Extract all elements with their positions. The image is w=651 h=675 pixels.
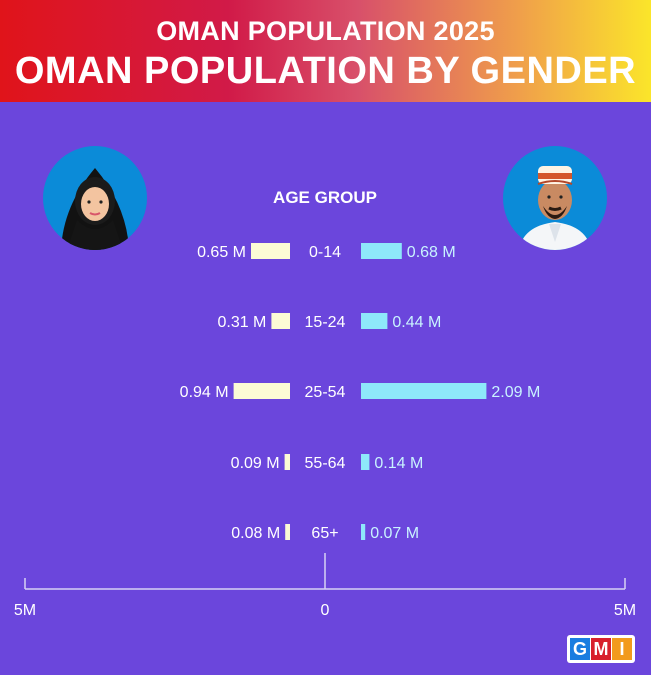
female-value-label: 0.94 M bbox=[180, 384, 229, 401]
age-category-label: 0-14 bbox=[309, 244, 341, 261]
logo-letter-i: I bbox=[612, 638, 632, 660]
page-title: OMAN POPULATION 2025 bbox=[156, 16, 495, 46]
male-bar bbox=[361, 243, 402, 259]
male-value-label: 0.14 M bbox=[374, 455, 423, 472]
female-bar bbox=[251, 243, 290, 259]
male-bar bbox=[361, 454, 370, 470]
male-value-label: 0.68 M bbox=[407, 244, 456, 261]
male-bar bbox=[361, 524, 366, 540]
age-category-label: 25-54 bbox=[305, 384, 346, 401]
age-group-title: AGE GROUP bbox=[273, 188, 377, 207]
logo-letter-g: G bbox=[570, 638, 590, 660]
header-banner: OMAN POPULATION 2025 OMAN POPULATION BY … bbox=[0, 0, 651, 102]
x-axis-tick-label: 5M bbox=[614, 602, 636, 619]
female-value-label: 0.65 M bbox=[197, 244, 246, 261]
x-axis-tick-label: 0 bbox=[321, 602, 330, 619]
female-value-label: 0.09 M bbox=[231, 455, 280, 472]
logo-letter-m: M bbox=[591, 638, 611, 660]
female-value-label: 0.31 M bbox=[217, 314, 266, 331]
female-bar bbox=[233, 383, 290, 399]
male-bar bbox=[361, 383, 487, 399]
female-bar bbox=[285, 524, 290, 540]
female-value-label: 0.08 M bbox=[231, 525, 280, 542]
age-category-label: 15-24 bbox=[305, 314, 346, 331]
woman-in-hijab-avatar-icon bbox=[43, 146, 147, 250]
man-in-kuma-cap-avatar-icon bbox=[503, 146, 607, 250]
age-category-label: 55-64 bbox=[305, 455, 346, 472]
male-value-label: 2.09 M bbox=[491, 384, 540, 401]
male-bar bbox=[361, 313, 388, 329]
male-value-label: 0.44 M bbox=[392, 314, 441, 331]
male-value-label: 0.07 M bbox=[370, 525, 419, 542]
x-axis-tick-label: 5M bbox=[14, 602, 36, 619]
female-bar bbox=[271, 313, 290, 329]
female-bar bbox=[284, 454, 290, 470]
age-category-label: 65+ bbox=[311, 525, 338, 542]
page-subtitle: OMAN POPULATION BY GENDER bbox=[14, 50, 637, 92]
